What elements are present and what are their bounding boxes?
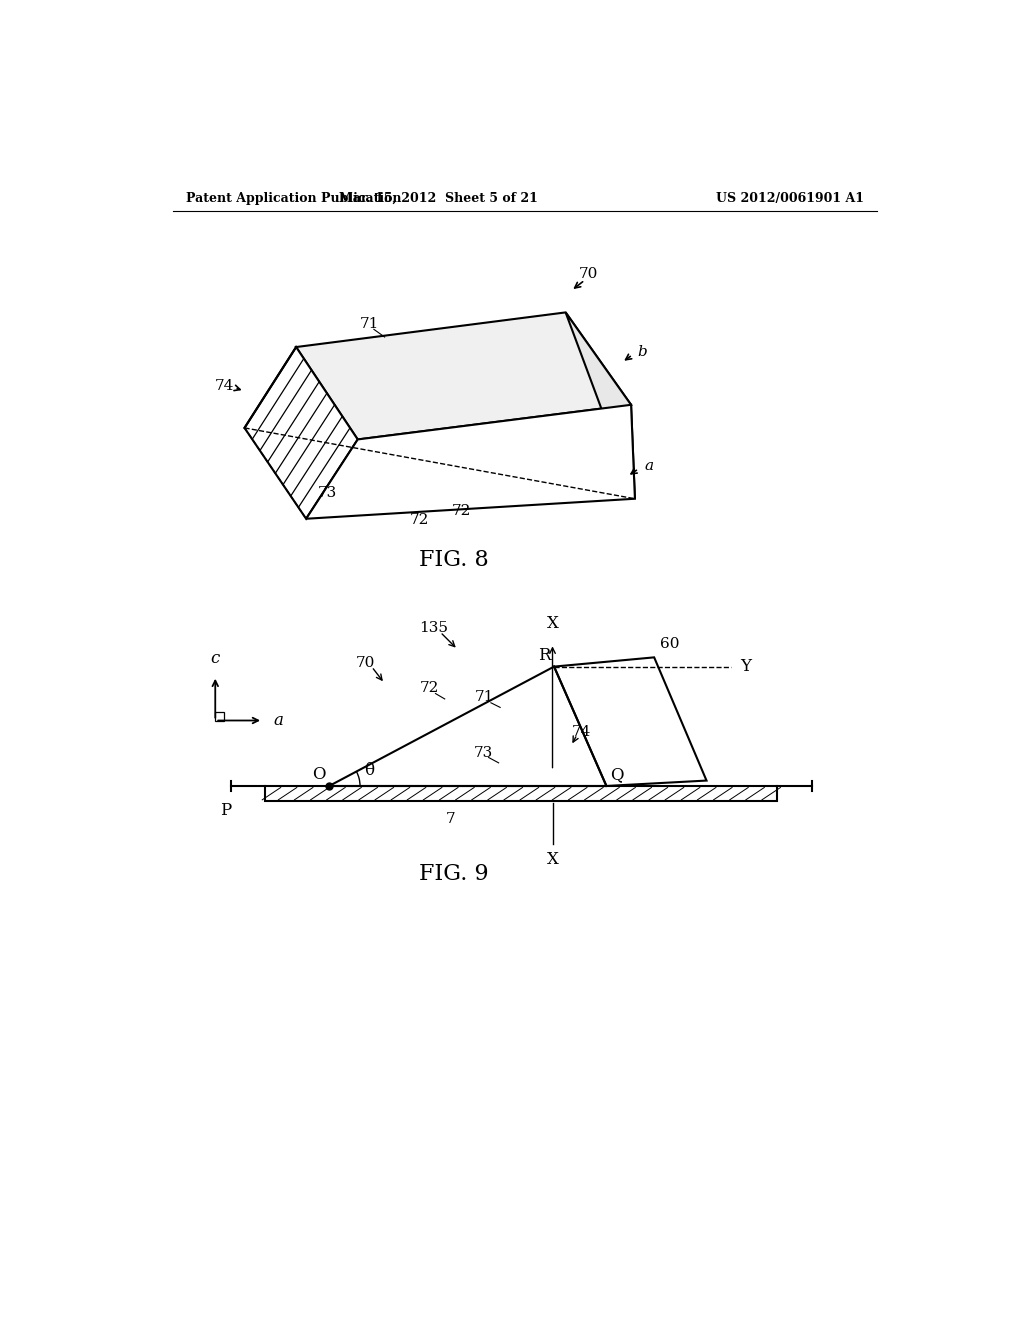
Text: Mar. 15, 2012  Sheet 5 of 21: Mar. 15, 2012 Sheet 5 of 21 [339,191,538,205]
Text: X: X [547,851,558,869]
Text: Patent Application Publication: Patent Application Publication [186,191,401,205]
Text: 73: 73 [317,486,337,499]
Text: 60: 60 [659,636,679,651]
Text: O: O [312,766,326,783]
Text: 7: 7 [445,812,455,826]
Text: 74: 74 [571,725,591,739]
Polygon shape [245,347,357,519]
Text: 73: 73 [473,746,493,760]
Text: a: a [273,711,283,729]
Text: X: X [547,615,558,632]
Polygon shape [306,405,635,519]
Text: US 2012/0061901 A1: US 2012/0061901 A1 [716,191,864,205]
Text: a: a [645,459,654,474]
Text: 135: 135 [419,622,447,635]
Polygon shape [554,657,707,785]
Text: 71: 71 [359,317,379,331]
Text: R: R [538,647,550,664]
Text: θ: θ [365,762,375,779]
Polygon shape [296,313,631,440]
Polygon shape [565,313,635,499]
Text: 70: 70 [579,267,598,281]
Text: b: b [637,346,647,359]
Text: 72: 72 [420,681,439,696]
Text: 70: 70 [355,656,375,669]
Text: Q: Q [610,766,624,783]
Polygon shape [265,785,777,801]
Text: Y: Y [740,659,752,675]
Text: P: P [219,803,230,820]
Text: 74: 74 [215,379,234,392]
Text: 71: 71 [475,690,495,705]
Text: 72: 72 [410,513,429,527]
Text: c: c [211,649,220,667]
Text: 72: 72 [452,504,471,517]
Text: FIG. 9: FIG. 9 [419,863,488,886]
Text: FIG. 8: FIG. 8 [419,549,488,572]
